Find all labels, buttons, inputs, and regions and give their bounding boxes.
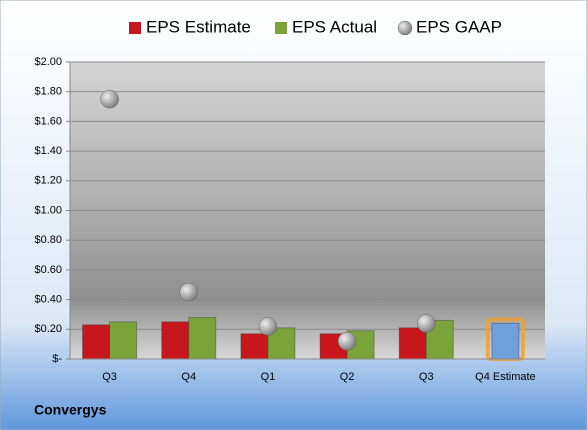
y-tick-label: $1.40 <box>34 145 62 157</box>
bar <box>240 333 269 360</box>
bar <box>161 321 190 360</box>
x-tick-label: Q2 <box>340 371 355 383</box>
x-tick-label: Q4 <box>181 371 196 383</box>
x-tick-label: Q3 <box>419 371 434 383</box>
bar <box>491 322 520 360</box>
legend-marker <box>275 22 287 34</box>
y-tick-label: $1.60 <box>34 115 62 127</box>
y-tick-label: $0.20 <box>34 323 62 335</box>
company-name: Convergys <box>34 402 107 418</box>
y-tick-label: $0.40 <box>34 294 62 306</box>
y-tick-label: $0.80 <box>34 234 62 246</box>
bar <box>398 327 427 360</box>
gaap-marker <box>337 331 357 351</box>
bar <box>82 324 111 360</box>
y-tick-label: $0.60 <box>34 264 62 276</box>
bar <box>109 321 138 360</box>
y-tick-label: $1.20 <box>34 175 62 187</box>
y-tick-label: $- <box>52 353 62 365</box>
bar <box>188 316 217 360</box>
gaap-marker <box>417 314 436 333</box>
legend-label: EPS GAAP <box>416 17 502 36</box>
legend-label: EPS Actual <box>292 17 377 36</box>
legend-label: EPS Estimate <box>146 17 251 36</box>
x-tick-label: Q1 <box>261 371 276 383</box>
legend-marker <box>129 22 141 34</box>
x-tick-label: Q3 <box>102 371 117 383</box>
gaap-marker <box>100 89 119 109</box>
y-tick-label: $1.80 <box>34 86 62 98</box>
gaap-marker <box>179 282 198 302</box>
gaap-marker <box>258 317 278 336</box>
legend-marker <box>397 20 413 36</box>
y-tick-label: $1.00 <box>34 204 62 216</box>
x-tick-label: Q4 Estimate <box>475 371 536 383</box>
y-tick-label: $2.00 <box>34 56 62 68</box>
